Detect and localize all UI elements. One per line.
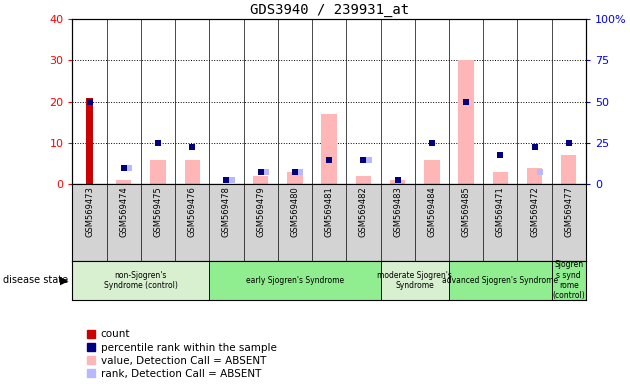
Text: GSM569471: GSM569471 bbox=[496, 187, 505, 237]
Text: GSM569478: GSM569478 bbox=[222, 187, 231, 237]
Text: GSM569483: GSM569483 bbox=[393, 187, 402, 237]
Bar bbox=[116, 180, 132, 184]
Bar bbox=[424, 160, 440, 184]
Text: GSM569473: GSM569473 bbox=[85, 187, 94, 237]
Bar bbox=[356, 176, 371, 184]
Bar bbox=[86, 98, 93, 184]
Bar bbox=[527, 168, 542, 184]
Text: non-Sjogren's
Syndrome (control): non-Sjogren's Syndrome (control) bbox=[104, 271, 178, 290]
Text: GSM569484: GSM569484 bbox=[427, 187, 437, 237]
Text: ▶: ▶ bbox=[60, 275, 68, 285]
Text: GSM569479: GSM569479 bbox=[256, 187, 265, 237]
Text: disease state: disease state bbox=[3, 275, 68, 285]
Text: moderate Sjogren's
Syndrome: moderate Sjogren's Syndrome bbox=[377, 271, 452, 290]
Text: advanced Sjogren's Syndrome: advanced Sjogren's Syndrome bbox=[442, 276, 558, 285]
Text: GSM569477: GSM569477 bbox=[564, 187, 573, 237]
Text: GSM569474: GSM569474 bbox=[119, 187, 129, 237]
Bar bbox=[321, 114, 337, 184]
Text: GSM569475: GSM569475 bbox=[154, 187, 163, 237]
Bar bbox=[209, 261, 381, 300]
Title: GDS3940 / 239931_at: GDS3940 / 239931_at bbox=[249, 3, 409, 17]
Text: GSM569485: GSM569485 bbox=[462, 187, 471, 237]
Bar bbox=[185, 160, 200, 184]
Text: GSM569480: GSM569480 bbox=[290, 187, 299, 237]
Bar bbox=[449, 261, 552, 300]
Text: GSM569472: GSM569472 bbox=[530, 187, 539, 237]
Bar bbox=[151, 160, 166, 184]
Text: GSM569476: GSM569476 bbox=[188, 187, 197, 237]
Bar bbox=[381, 261, 449, 300]
Bar bbox=[459, 61, 474, 184]
Bar bbox=[552, 261, 586, 300]
Text: GSM569482: GSM569482 bbox=[359, 187, 368, 237]
Text: Sjogren
s synd
rome
(control): Sjogren s synd rome (control) bbox=[553, 260, 585, 300]
Bar bbox=[493, 172, 508, 184]
Text: early Sjogren's Syndrome: early Sjogren's Syndrome bbox=[246, 276, 344, 285]
Legend: count, percentile rank within the sample, value, Detection Call = ABSENT, rank, : count, percentile rank within the sample… bbox=[87, 329, 277, 379]
Text: GSM569481: GSM569481 bbox=[324, 187, 334, 237]
Bar bbox=[72, 261, 209, 300]
Bar bbox=[561, 156, 576, 184]
Bar bbox=[390, 180, 405, 184]
Bar bbox=[253, 176, 268, 184]
Bar bbox=[287, 172, 302, 184]
